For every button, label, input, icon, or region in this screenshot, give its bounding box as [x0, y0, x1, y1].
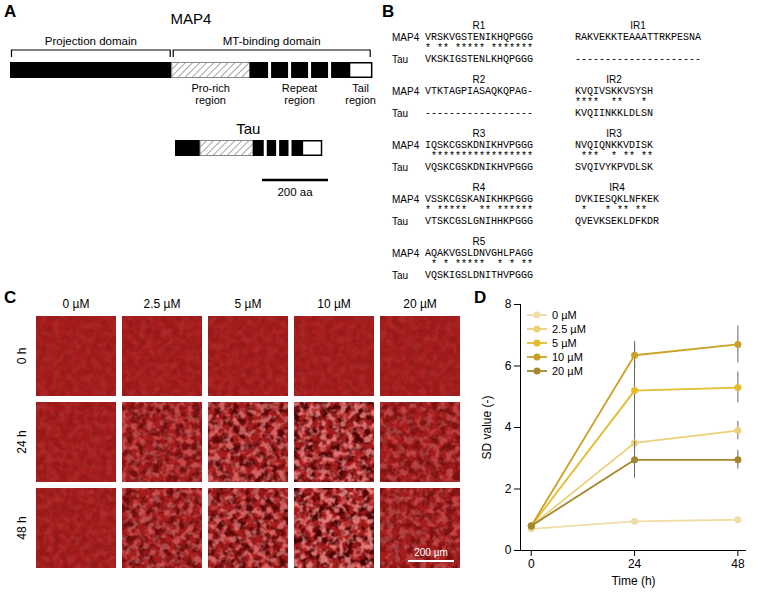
svg-text:0 µM: 0 µM — [63, 297, 90, 311]
svg-text:5 µM: 5 µM — [235, 297, 262, 311]
svg-text:200 µm: 200 µm — [414, 547, 448, 558]
html-text:VSSKCGSKANIKHKPGGG: VSSKCGSKANIKHKPGGG — [425, 194, 533, 205]
html-text:SVQIVYKPVDLSK: SVQIVYKPVDLSK — [575, 162, 653, 173]
html-text:Tau: Tau — [392, 54, 409, 65]
html-text:MAP4: MAP4 — [392, 32, 420, 43]
svg-text:2: 2 — [505, 482, 512, 496]
html-text:IR2: IR2 — [606, 74, 622, 85]
html-text:Tau: Tau — [392, 270, 409, 281]
html-text:QVEVKSEKLDFKDR: QVEVKSEKLDFKDR — [575, 216, 659, 227]
html-text:Tau: Tau — [392, 108, 409, 119]
svg-text:4: 4 — [505, 420, 512, 434]
html-text:VQSKCGSKDNIKHVPGGG: VQSKCGSKDNIKHVPGGG — [425, 162, 533, 173]
html-text:IR4: IR4 — [609, 182, 625, 193]
html-text:KVQIVSKKVSYSH: KVQIVSKKVSYSH — [575, 86, 653, 97]
html-text:VKSKIGSTENLKHQPGGG: VKSKIGSTENLKHQPGGG — [425, 54, 533, 65]
html-text:IR1: IR1 — [630, 20, 646, 31]
html-text:VTKTAGPIASAQKQPAG-: VTKTAGPIASAQKQPAG- — [425, 86, 533, 97]
svg-text:2.5 µM: 2.5 µM — [144, 297, 181, 311]
svg-text:24 h: 24 h — [15, 430, 29, 453]
html-text:MAP4: MAP4 — [392, 86, 420, 97]
html-text:VQSKIGSLDNITHVPGGG: VQSKIGSLDNITHVPGGG — [425, 270, 533, 281]
svg-text:Time (h): Time (h) — [611, 574, 655, 588]
svg-text:Projection domain: Projection domain — [45, 35, 137, 47]
html-text:IQSKCGSKDNIKHVPGGG: IQSKCGSKDNIKHVPGGG — [425, 140, 533, 151]
svg-text:SD value (-): SD value (-) — [480, 395, 494, 459]
html-text:2.5 µM: 2.5 µM — [552, 323, 586, 335]
html-text:R3: R3 — [472, 128, 486, 139]
html-text:MAP4: MAP4 — [392, 140, 420, 151]
html-text:VTSKCGSLGNIHHKPGGG: VTSKCGSLGNIHHKPGGG — [425, 216, 533, 227]
html-text:A: A — [4, 2, 17, 21]
svg-text:Tau: Tau — [236, 120, 260, 137]
html-text:R1: R1 — [472, 20, 486, 31]
html-text:Tau: Tau — [392, 162, 409, 173]
html-text:R4: R4 — [472, 182, 486, 193]
html-text:KVQIINKKLDLSN: KVQIINKKLDLSN — [575, 108, 653, 119]
html-text:MAP4: MAP4 — [392, 248, 420, 259]
svg-text:24: 24 — [628, 557, 642, 571]
svg-text:10 µM: 10 µM — [317, 297, 351, 311]
svg-text:0: 0 — [528, 557, 535, 571]
svg-text:0 h: 0 h — [15, 348, 29, 365]
svg-text:48: 48 — [731, 557, 745, 571]
svg-text:MAP4: MAP4 — [170, 10, 211, 27]
html-text:AQAKVGSLDNVGHLPAGG: AQAKVGSLDNVGHLPAGG — [425, 248, 533, 259]
html-text:NVQIQNKKVDISK: NVQIQNKKVDISK — [575, 140, 653, 151]
html-text:B: B — [382, 2, 395, 21]
html-text:20 µM: 20 µM — [552, 365, 583, 377]
svg-text:6: 6 — [505, 359, 512, 373]
svg-text:8: 8 — [505, 297, 512, 311]
html-text:C: C — [4, 288, 17, 307]
svg-text:20 µM: 20 µM — [403, 297, 437, 311]
html-text:R5: R5 — [472, 236, 486, 247]
html-text:0 µM: 0 µM — [552, 309, 577, 321]
html-text:D: D — [474, 288, 487, 307]
html-text:DVKIESQKLNFKEK: DVKIESQKLNFKEK — [575, 194, 659, 205]
svg-text:Tailregion: Tailregion — [345, 82, 376, 106]
html-text:5 µM: 5 µM — [552, 337, 577, 349]
html-text:RAKVEKKTEAAATTRKPESNA: RAKVEKKTEAAATTRKPESNA — [575, 32, 701, 43]
html-text:R2: R2 — [472, 74, 486, 85]
svg-text:0: 0 — [505, 543, 512, 557]
svg-text:Pro-richregion: Pro-richregion — [191, 82, 230, 106]
svg-text:MT-binding domain: MT-binding domain — [223, 35, 321, 47]
html-text:VRSKVGSTENIKHQPGGG: VRSKVGSTENIKHQPGGG — [425, 32, 533, 43]
svg-text:48 h: 48 h — [15, 516, 29, 539]
svg-text:200 aa: 200 aa — [277, 186, 313, 198]
svg-text:Repeatregion: Repeatregion — [282, 82, 317, 106]
html-text:IR3: IR3 — [606, 128, 622, 139]
html-text:10 µM: 10 µM — [552, 351, 583, 363]
html-text:Tau: Tau — [392, 216, 409, 227]
html-text:MAP4: MAP4 — [392, 194, 420, 205]
